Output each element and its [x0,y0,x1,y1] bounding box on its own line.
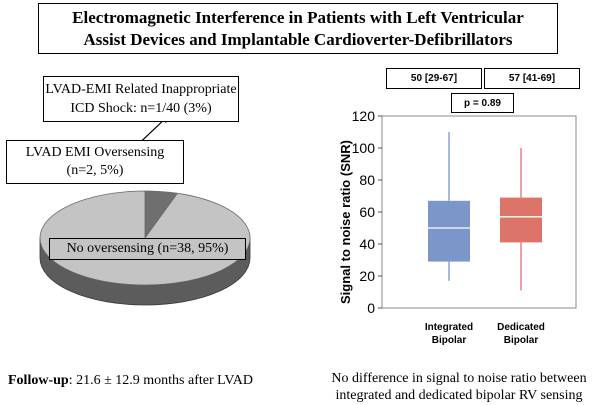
title-line-2: Assist Devices and Implantable Cardiover… [83,30,513,49]
y-tick-label: 0 [367,300,375,316]
snr-note: No difference in signal to noise ratio b… [318,370,600,404]
y-axis-label: Signal to noise ratio (SNR) [338,140,353,304]
y-tick-label: 40 [359,236,375,252]
y-tick-label: 20 [359,268,375,284]
box-plot: 0 20 40 60 80 100 120 Signal to noise ratio (SN… [338,108,577,346]
x-category-label-integrated: Bipolar [432,335,467,346]
followup-label: Follow-up [8,373,69,388]
followup-text: Follow-up: 21.6 ± 12.9 months after LVAD [8,373,253,389]
y-tick-label: 100 [352,140,376,156]
dedicated-stat-box: 57 [41-69] [484,68,580,89]
y-tick-label: 120 [352,108,376,124]
figure-title: Electromagnetic Interference in Patients… [38,3,558,54]
no-oversensing-label: No oversensing (n=38, 95%) [49,238,246,260]
y-tick-label: 80 [359,172,375,188]
callout-left-line-1: LVAD EMI Oversensing [25,145,165,160]
note-line-1: No difference in signal to noise ratio b… [331,371,587,386]
title-line-1: Electromagnetic Interference in Patients… [72,8,524,27]
followup-value: : 21.6 ± 12.9 months after LVAD [68,373,253,388]
pie-slice-no-oversensing [39,190,251,286]
note-line-2: integrated and dedicated bipolar RV sens… [335,388,583,403]
oversensing-callout: LVAD EMI Oversensing (n=2, 5%) [6,140,184,184]
x-category-label-integrated: Integrated [425,322,473,333]
inappropriate-shock-callout: LVAD-EMI Related Inappropriate ICD Shock… [43,76,239,122]
y-tick-label: 60 [359,204,375,220]
callout-top-line-2: ICD Shock: n=1/40 (3%) [70,101,212,116]
integrated-stat-box: 50 [29-67] [386,68,482,89]
callout-left-line-2: (n=2, 5%) [66,163,124,178]
x-category-label-dedicated: Dedicated [497,322,545,333]
plot-frame [381,115,577,309]
box-dedicated [500,197,542,243]
box-integrated [428,200,470,262]
callout-top-line-1: LVAD-EMI Related Inappropriate [45,82,237,97]
p-value-box: p = 0.89 [451,93,514,113]
x-category-label-dedicated: Bipolar [504,335,539,346]
